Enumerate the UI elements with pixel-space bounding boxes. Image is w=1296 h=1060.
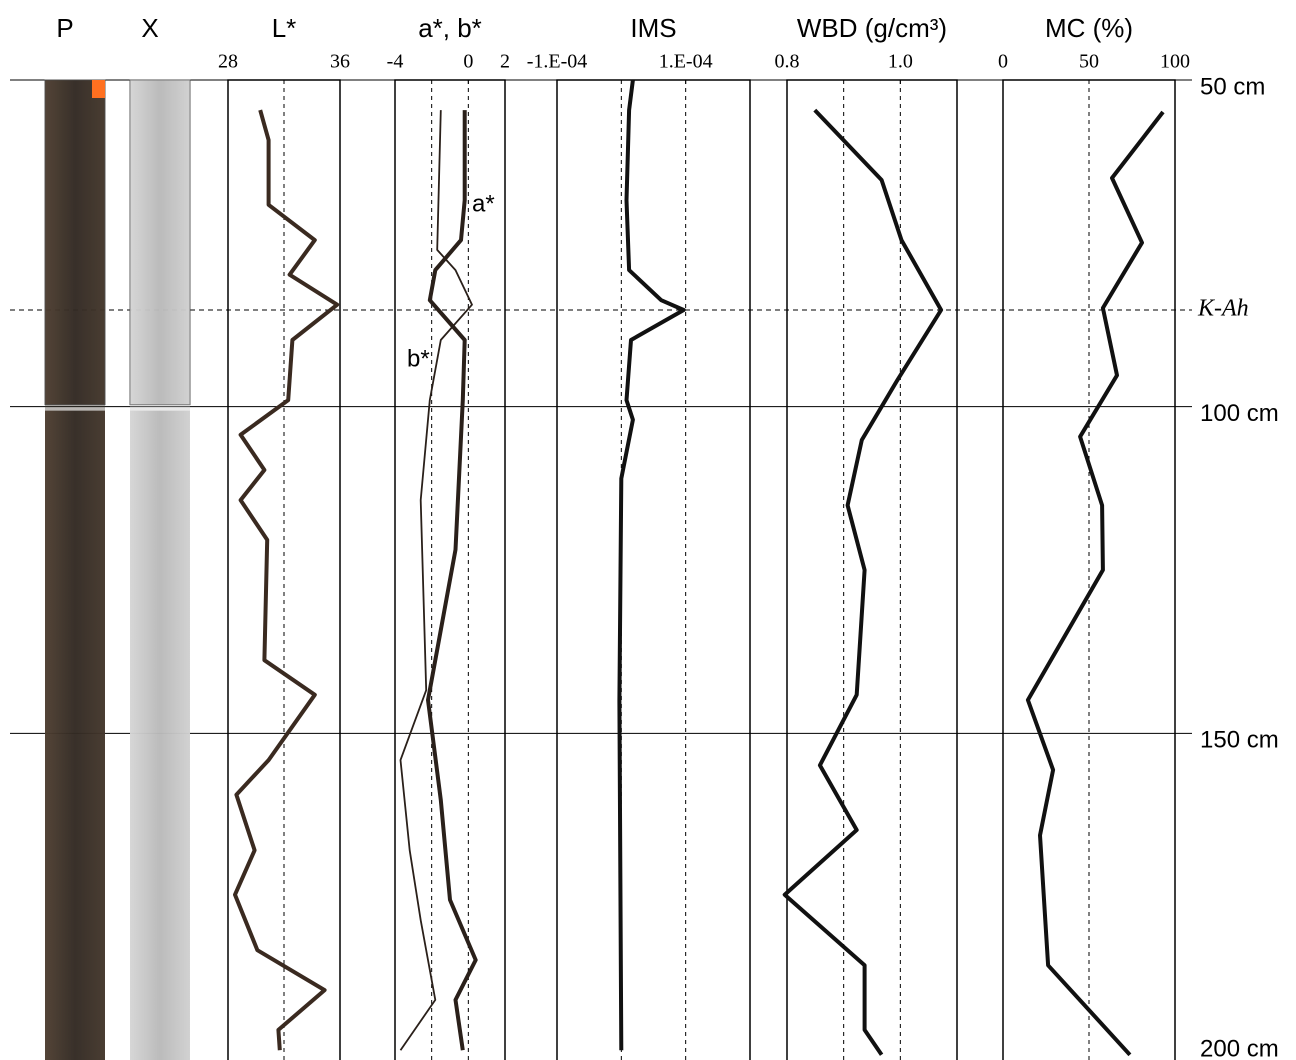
core-section bbox=[130, 410, 190, 1060]
profile-line bbox=[233, 109, 340, 1051]
x-tick-label: 0 bbox=[998, 51, 1008, 73]
panel-frame bbox=[786, 79, 958, 1060]
core-tag bbox=[92, 80, 105, 98]
panel-title: L* bbox=[272, 13, 297, 43]
panel-title: IMS bbox=[630, 13, 676, 43]
x-tick-label: -4 bbox=[387, 51, 404, 73]
k-ah-label: K-Ah bbox=[1197, 295, 1249, 321]
panel-title: MC (%) bbox=[1045, 13, 1133, 43]
profile-line bbox=[617, 79, 686, 1051]
depth-label: 100 cm bbox=[1200, 400, 1279, 427]
series-label: a* bbox=[472, 190, 495, 217]
panel-frame bbox=[556, 79, 751, 1060]
x-tick-label: 50 bbox=[1079, 51, 1099, 73]
x-tick-label: 1.E-04 bbox=[659, 51, 713, 73]
x-tick-label: 1.0 bbox=[888, 51, 913, 73]
x-tick-label: 36 bbox=[330, 51, 350, 73]
depth-label: 200 cm bbox=[1200, 1035, 1279, 1060]
panel-frame bbox=[227, 79, 341, 1060]
x-tick-label: 28 bbox=[218, 51, 238, 73]
core-section bbox=[45, 410, 105, 1060]
depth-label: 150 cm bbox=[1200, 727, 1279, 754]
core-tone bbox=[130, 80, 190, 1060]
x-tick-label: 2 bbox=[500, 51, 510, 73]
x-tick-label: 0.8 bbox=[775, 51, 800, 73]
panel-frame bbox=[1002, 79, 1176, 1060]
panel-title: P bbox=[56, 13, 73, 43]
x-tick-label: 100 bbox=[1160, 51, 1190, 73]
series-label: b* bbox=[407, 345, 430, 372]
depth-label: 50 cm bbox=[1200, 73, 1265, 100]
panel-title: WBD (g/cm³) bbox=[797, 13, 947, 43]
panel-title: X bbox=[141, 13, 158, 43]
panel-frame bbox=[394, 79, 506, 1060]
profile-line bbox=[1025, 110, 1165, 1057]
panel-title: a*, b* bbox=[418, 13, 482, 43]
profile-line bbox=[399, 110, 473, 1051]
core-section bbox=[129, 79, 191, 406]
x-tick-label: 0 bbox=[463, 51, 473, 73]
profile-line bbox=[426, 110, 478, 1051]
profile-line bbox=[782, 108, 944, 1056]
core-tone bbox=[45, 80, 105, 1060]
core-section bbox=[44, 79, 106, 406]
x-tick-label: -1.E-04 bbox=[527, 51, 588, 73]
